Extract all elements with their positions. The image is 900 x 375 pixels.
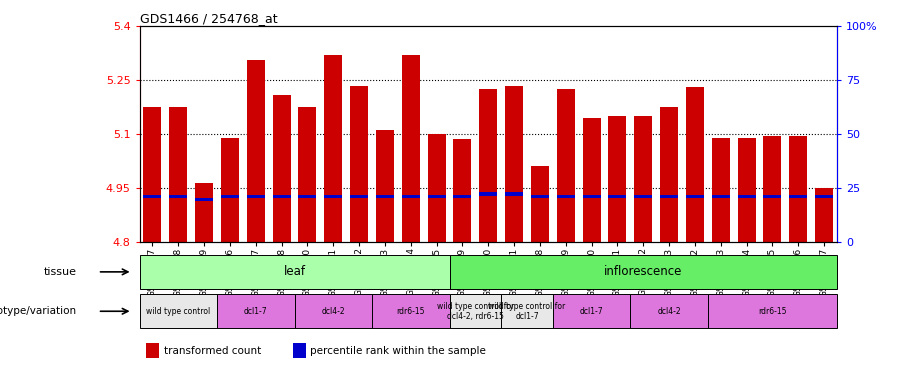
Bar bbox=[140, 294, 217, 328]
Bar bbox=[143, 107, 161, 242]
Text: transformed count: transformed count bbox=[164, 346, 261, 355]
Bar bbox=[169, 107, 187, 242]
Bar bbox=[763, 136, 781, 242]
Bar bbox=[350, 86, 368, 242]
Text: dcl1-7: dcl1-7 bbox=[580, 307, 603, 316]
Bar bbox=[376, 195, 394, 198]
Bar bbox=[247, 195, 265, 198]
Bar bbox=[557, 89, 575, 242]
Text: GDS1466 / 254768_at: GDS1466 / 254768_at bbox=[140, 12, 277, 25]
Bar bbox=[454, 195, 472, 198]
Bar bbox=[324, 195, 342, 198]
Text: genotype/variation: genotype/variation bbox=[0, 306, 76, 316]
Bar bbox=[350, 195, 368, 198]
Bar bbox=[686, 195, 704, 198]
Bar bbox=[737, 195, 756, 198]
Bar bbox=[531, 166, 549, 242]
Bar bbox=[428, 195, 446, 198]
Bar bbox=[763, 195, 781, 198]
Text: dcl4-2: dcl4-2 bbox=[657, 307, 681, 316]
Bar bbox=[169, 195, 187, 198]
Bar bbox=[294, 294, 372, 328]
Bar bbox=[531, 195, 549, 198]
Bar bbox=[140, 255, 449, 289]
Text: wild type control for
dcl4-2, rdr6-15: wild type control for dcl4-2, rdr6-15 bbox=[436, 302, 514, 321]
Text: wild type control: wild type control bbox=[146, 307, 211, 316]
Bar bbox=[737, 138, 756, 242]
Bar bbox=[401, 195, 419, 198]
Bar bbox=[147, 343, 159, 358]
Bar bbox=[273, 94, 291, 242]
Bar bbox=[712, 138, 730, 242]
Text: leaf: leaf bbox=[284, 266, 305, 278]
Bar bbox=[608, 195, 626, 198]
Bar bbox=[299, 195, 317, 198]
Bar bbox=[789, 136, 807, 242]
Bar bbox=[220, 195, 239, 198]
Bar bbox=[372, 294, 449, 328]
Bar bbox=[143, 195, 161, 198]
Bar bbox=[479, 89, 498, 242]
Bar bbox=[449, 294, 501, 328]
Bar bbox=[660, 195, 678, 198]
Bar bbox=[553, 294, 630, 328]
Bar bbox=[273, 195, 291, 198]
Text: rdr6-15: rdr6-15 bbox=[397, 307, 425, 316]
Bar bbox=[449, 255, 837, 289]
Bar bbox=[712, 195, 730, 198]
Text: percentile rank within the sample: percentile rank within the sample bbox=[310, 346, 486, 355]
Bar bbox=[634, 116, 652, 242]
Text: dcl4-2: dcl4-2 bbox=[321, 307, 345, 316]
Bar bbox=[634, 195, 652, 198]
Bar bbox=[630, 294, 707, 328]
Bar bbox=[454, 140, 472, 242]
Bar bbox=[217, 294, 294, 328]
Bar bbox=[220, 138, 239, 242]
Bar bbox=[293, 343, 305, 358]
Text: rdr6-15: rdr6-15 bbox=[758, 307, 787, 316]
Text: dcl1-7: dcl1-7 bbox=[244, 307, 267, 316]
Bar bbox=[376, 130, 394, 242]
Bar bbox=[582, 195, 600, 198]
Bar bbox=[608, 116, 626, 242]
Bar bbox=[505, 192, 523, 196]
Bar bbox=[815, 195, 833, 198]
Bar bbox=[660, 107, 678, 242]
Bar bbox=[428, 134, 446, 242]
Bar bbox=[247, 60, 265, 242]
Bar bbox=[299, 107, 317, 242]
Text: wild type control for
dcl1-7: wild type control for dcl1-7 bbox=[489, 302, 565, 321]
Bar bbox=[815, 188, 833, 242]
Text: inflorescence: inflorescence bbox=[604, 266, 682, 278]
Bar bbox=[324, 55, 342, 242]
Bar bbox=[686, 87, 704, 242]
Bar bbox=[501, 294, 553, 328]
Bar bbox=[707, 294, 837, 328]
Text: tissue: tissue bbox=[43, 267, 76, 277]
Bar bbox=[479, 192, 498, 196]
Bar bbox=[557, 195, 575, 198]
Bar bbox=[505, 86, 523, 242]
Bar bbox=[789, 195, 807, 198]
Bar bbox=[195, 198, 213, 201]
Bar bbox=[195, 183, 213, 242]
Bar bbox=[401, 55, 419, 242]
Bar bbox=[582, 118, 600, 242]
